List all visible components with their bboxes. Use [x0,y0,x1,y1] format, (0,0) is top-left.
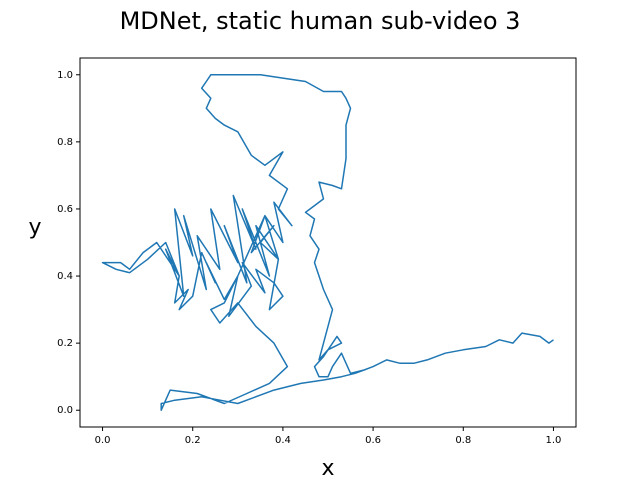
y-axis-label: y [28,215,41,240]
x-tick-label: 1.0 [546,435,562,446]
y-tick-label: 0.6 [57,204,73,215]
x-tick-label: 0.8 [455,435,471,446]
y-tick-label: 1.0 [57,70,73,81]
data-line [101,74,554,411]
y-tick-label: 0.2 [57,338,73,349]
x-tick-label: 0.6 [365,435,381,446]
x-axis-label: x [321,456,334,480]
y-tick-label: 0.0 [57,405,73,416]
y-tick-label: 0.8 [57,137,73,148]
chart-title: MDNet, static human sub-video 3 [120,7,521,35]
y-tick-label: 0.4 [57,271,73,282]
x-tick-label: 0.4 [275,435,291,446]
plot-frame [79,57,577,428]
x-tick-label: 0.2 [185,435,201,446]
x-tick-label: 0.0 [95,435,111,446]
